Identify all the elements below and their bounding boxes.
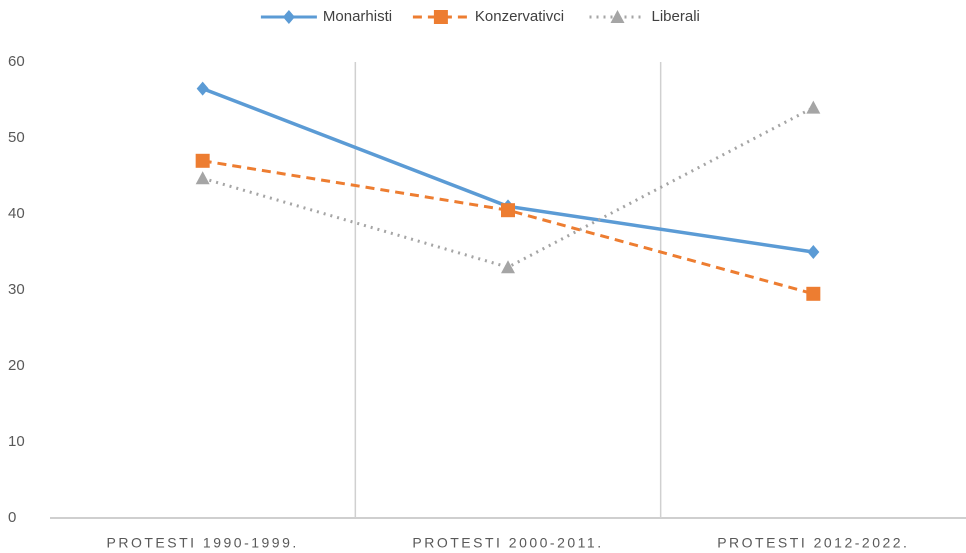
x-tick-label: PROTESTI 2012-2022. bbox=[717, 535, 909, 551]
point bbox=[501, 203, 515, 218]
point bbox=[806, 286, 821, 301]
legend-label: Konzervativci bbox=[475, 8, 564, 25]
y-tick-label: 60 bbox=[8, 53, 25, 70]
point bbox=[195, 171, 210, 185]
series-line bbox=[202, 159, 814, 296]
series-line bbox=[202, 106, 815, 269]
point bbox=[807, 245, 820, 259]
y-tick-label: 20 bbox=[8, 357, 25, 374]
point bbox=[195, 153, 210, 168]
legend-label: Monarhisti bbox=[323, 8, 392, 25]
series-line bbox=[202, 86, 814, 254]
y-tick-label: 10 bbox=[8, 433, 25, 450]
x-tick-label: PROTESTI 2000-2011. bbox=[412, 535, 603, 551]
y-tick-label: 40 bbox=[8, 205, 25, 222]
point bbox=[196, 81, 209, 96]
point bbox=[806, 100, 821, 114]
legend-marker bbox=[433, 10, 448, 24]
y-tick-label: 50 bbox=[8, 129, 25, 146]
legend-label: Liberali bbox=[652, 8, 700, 25]
point bbox=[501, 260, 515, 274]
y-tick-label: 30 bbox=[8, 281, 25, 298]
legend-marker bbox=[610, 10, 625, 23]
x-tick-label: PROTESTI 1990-1999. bbox=[107, 535, 299, 551]
y-tick-label: 0 bbox=[8, 509, 16, 526]
legend-marker bbox=[282, 10, 295, 24]
